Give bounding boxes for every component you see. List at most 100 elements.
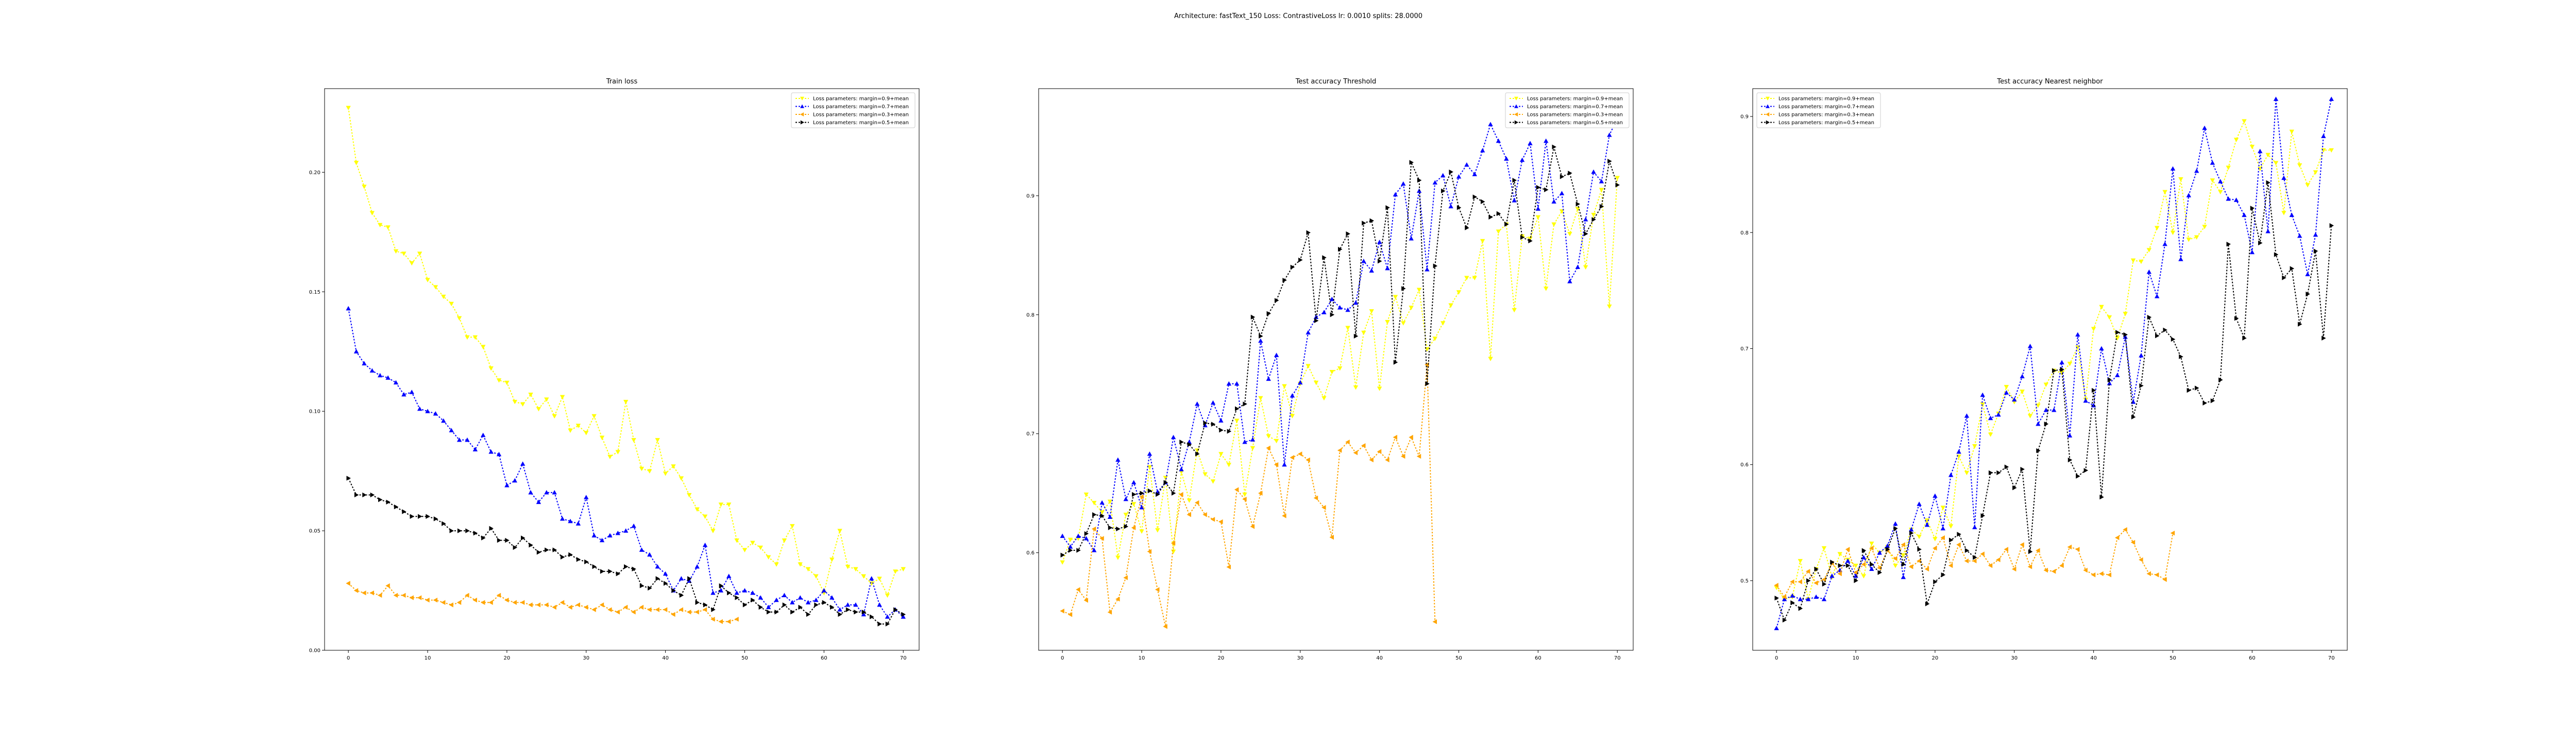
threshold-legend-marker	[1514, 112, 1518, 116]
train-loss-series-margin-0-3-point	[686, 610, 691, 615]
threshold-series-margin-0-5-point	[1401, 286, 1406, 291]
train-loss-series-margin-0-9-point	[528, 393, 533, 397]
threshold-series-margin-0-7-point	[1472, 172, 1477, 176]
nearest-neighbor-series-margin-0-7-point	[1917, 501, 1922, 506]
train-loss-series-margin-0-9-point	[726, 502, 732, 507]
train-loss-series-margin-0-7-point	[615, 530, 621, 535]
nearest-neighbor-series-margin-0-3-line	[1776, 529, 2174, 598]
threshold-series-margin-0-5-point	[1266, 311, 1272, 316]
threshold-series-margin-0-9-point	[1155, 528, 1160, 533]
threshold-series-margin-0-7-point	[1440, 173, 1446, 178]
threshold-series-margin-0-5-point	[1338, 247, 1343, 252]
train-loss-series-margin-0-7-point	[575, 521, 581, 526]
nearest-neighbor-series-margin-0-5-point	[2028, 549, 2033, 554]
nearest-neighbor-series-margin-0-7-point	[1798, 597, 1803, 601]
threshold-series-margin-0-7-point	[1274, 352, 1279, 357]
threshold-series-margin-0-5-point	[1156, 492, 1160, 497]
threshold-series-margin-0-5-point	[1068, 548, 1073, 553]
threshold-series-margin-0-5-point	[1306, 230, 1311, 235]
train-loss-series-margin-0-3-point	[353, 588, 359, 593]
threshold-series-margin-0-9-point	[1242, 492, 1247, 497]
train-loss-series-margin-0-7-point	[845, 602, 851, 607]
threshold-series-margin-0-9-point	[1401, 321, 1406, 326]
train-loss-series-margin-0-5-point	[346, 476, 351, 481]
threshold-series-margin-0-9-point	[1607, 304, 1612, 309]
nearest-neighbor-series-margin-0-9-point	[2305, 183, 2310, 188]
train-loss-series-margin-0-3-point	[425, 597, 430, 603]
train-loss-series-margin-0-9-point	[552, 414, 557, 419]
nearest-neighbor-series-margin-0-3-point	[1996, 557, 2001, 563]
threshold-series-margin-0-5-point	[1552, 144, 1556, 149]
threshold-series-margin-0-7-point	[1535, 206, 1541, 211]
train-loss-series-margin-0-7-point	[346, 306, 351, 311]
nearest-neighbor-series-margin-0-3-point	[1924, 566, 1929, 572]
threshold-series-margin-0-9-point	[1218, 452, 1224, 457]
nearest-neighbor-series-margin-0-3-point	[2020, 542, 2024, 547]
threshold-series-margin-0-5-point	[1362, 221, 1366, 226]
threshold-xtick-label: 20	[1218, 655, 1225, 661]
nearest-neighbor-xtick-label: 30	[2011, 655, 2018, 661]
threshold-series-margin-0-3-point	[1258, 491, 1263, 496]
train-loss-series-margin-0-3-point	[488, 600, 493, 605]
nearest-neighbor-series-margin-0-5-point	[2052, 368, 2057, 373]
threshold-series-margin-0-3-point	[1282, 513, 1286, 518]
train-loss-series-margin-0-3-point	[568, 604, 572, 610]
nearest-neighbor-series-margin-0-5-point	[1996, 470, 2001, 476]
threshold-series-margin-0-3-point	[1400, 453, 1405, 459]
nearest-neighbor-series-margin-0-5-point	[1822, 581, 1827, 587]
threshold-series-margin-0-7-point	[1060, 533, 1065, 538]
nearest-neighbor-series-margin-0-7-point	[2067, 433, 2073, 438]
train-loss-series-margin-0-9-point	[750, 541, 755, 546]
nearest-neighbor-series-margin-0-7-point	[1909, 527, 1914, 532]
threshold-series-margin-0-9-point	[1535, 215, 1541, 220]
train-loss-series-margin-0-3-point	[520, 600, 525, 605]
threshold-series-margin-0-7-point	[1329, 296, 1335, 301]
nearest-neighbor-series-margin-0-5-point	[2187, 387, 2192, 393]
threshold-series-margin-0-5-point	[1488, 214, 1493, 220]
threshold-series-margin-0-9-point	[1123, 513, 1128, 517]
train-loss-series-margin-0-3-point	[544, 602, 549, 608]
train-loss-series-margin-0-5-point	[449, 528, 454, 533]
train-loss-xtick-label: 50	[741, 655, 748, 661]
threshold-series-margin-0-9-point	[1290, 414, 1295, 418]
train-loss-series-margin-0-5-point	[861, 610, 867, 615]
nearest-neighbor-series-margin-0-7-point	[1790, 593, 1795, 598]
train-loss-series-margin-0-9-point	[568, 428, 573, 433]
nearest-neighbor-series-margin-0-5-point	[2194, 385, 2199, 391]
threshold-series-margin-0-7-point	[1242, 440, 1247, 444]
nearest-neighbor-series-margin-0-5-point	[2210, 398, 2215, 403]
nearest-neighbor-series-margin-0-7-point	[2012, 397, 2017, 402]
train-loss-series-margin-0-7-point	[544, 490, 549, 495]
threshold-series-margin-0-5-point	[1504, 222, 1509, 227]
threshold-legend-label: Loss parameters: margin=0.5+mean	[1527, 120, 1623, 126]
train-loss-series-margin-0-5-point	[584, 559, 589, 565]
nearest-neighbor-series-margin-0-7-point	[2027, 344, 2033, 348]
threshold-series-margin-0-7-point	[1519, 157, 1525, 162]
train-loss-series-margin-0-9-point	[734, 538, 739, 543]
train-loss-series-margin-0-9-point	[710, 529, 716, 533]
train-loss-series-margin-0-3-point	[702, 607, 707, 612]
train-loss-series-margin-0-9-point	[893, 569, 898, 574]
threshold-series-margin-0-3-point	[1337, 448, 1342, 453]
train-loss-series-margin-0-7-point	[647, 552, 652, 557]
nearest-neighbor-series-margin-0-7-point	[1940, 526, 1945, 531]
nearest-neighbor-series-margin-0-3-point	[2067, 544, 2072, 550]
nearest-neighbor-series-margin-0-9-point	[1861, 574, 1867, 579]
nearest-neighbor-series-margin-0-9-point	[2004, 385, 2009, 390]
threshold-series-margin-0-7-point	[1092, 548, 1097, 552]
train-loss-series-margin-0-9-point	[647, 469, 652, 474]
nearest-neighbor-series-margin-0-7-point	[2146, 269, 2152, 274]
nearest-neighbor-series-margin-0-9-point	[2027, 414, 2033, 418]
nearest-neighbor-series-margin-0-5-point	[2036, 448, 2041, 453]
nearest-neighbor-series-margin-0-5-point	[2083, 468, 2089, 473]
threshold-series-margin-0-3-point	[1123, 575, 1128, 580]
nearest-neighbor-series-margin-0-5-point	[2290, 266, 2295, 271]
threshold-series-margin-0-5-point	[1203, 420, 1208, 426]
train-loss-series-margin-0-3-point	[607, 607, 612, 612]
train-loss-series-margin-0-3-point	[512, 600, 517, 605]
nearest-neighbor-series-margin-0-5-point	[1806, 578, 1811, 583]
threshold-xtick-label: 60	[1535, 655, 1541, 661]
nearest-neighbor-series-margin-0-9-point	[2130, 258, 2136, 263]
train-loss-series-margin-0-9-point	[615, 450, 621, 454]
nearest-neighbor-series-margin-0-9-point	[1853, 563, 1858, 568]
